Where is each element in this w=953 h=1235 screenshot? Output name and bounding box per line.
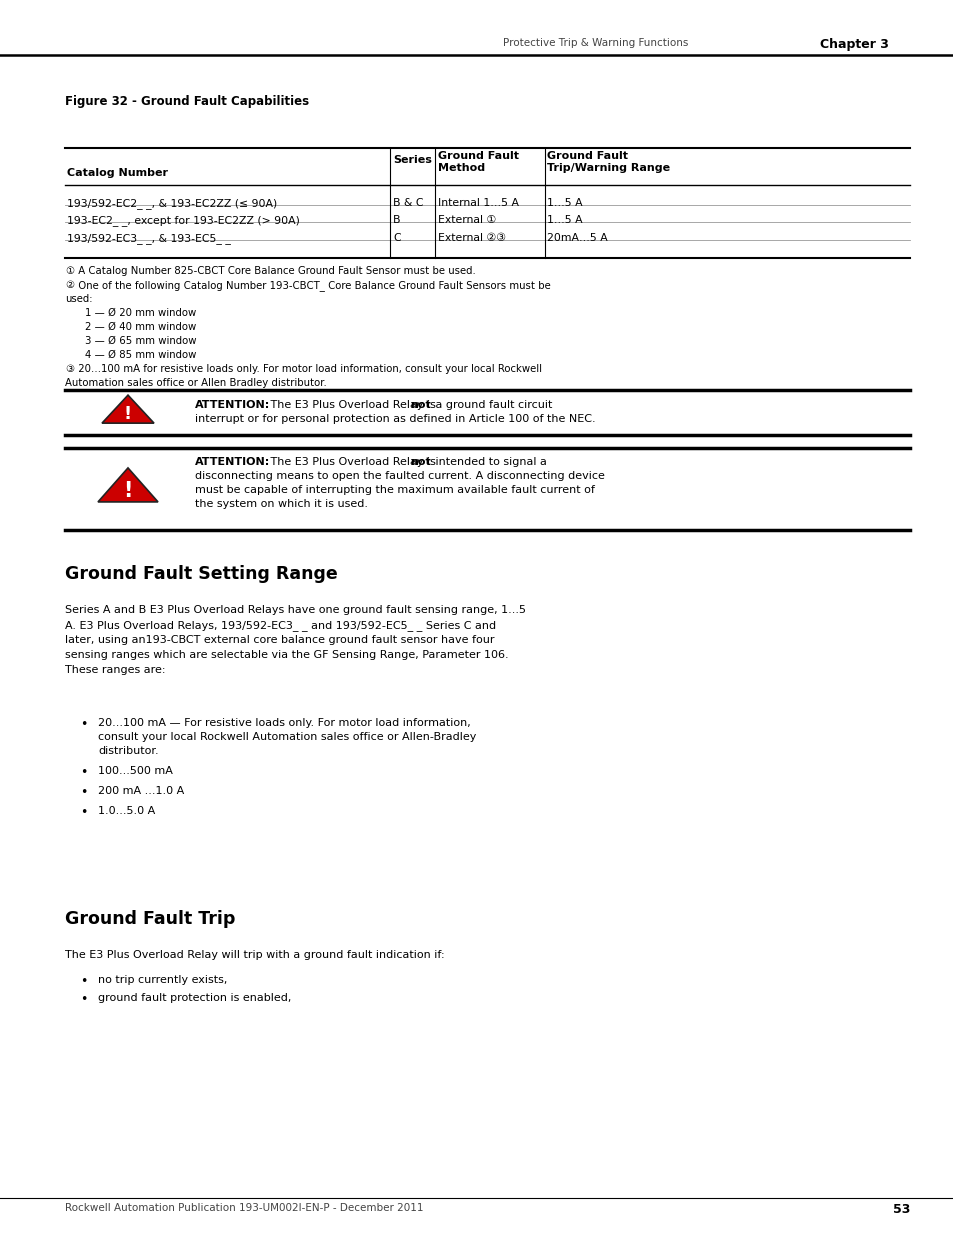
Text: not: not [410,400,431,410]
Text: 1.0...5.0 A: 1.0...5.0 A [98,806,155,816]
Text: Ground Fault Trip: Ground Fault Trip [65,910,235,927]
Text: 4 — Ø 85 mm window: 4 — Ø 85 mm window [85,350,196,359]
Text: consult your local Rockwell Automation sales office or Allen-Bradley: consult your local Rockwell Automation s… [98,732,476,742]
Text: •: • [80,993,88,1007]
Text: These ranges are:: These ranges are: [65,664,165,676]
Text: Rockwell Automation Publication 193-UM002I-EN-P - December 2011: Rockwell Automation Publication 193-UM00… [65,1203,423,1213]
Text: 1 — Ø 20 mm window: 1 — Ø 20 mm window [85,308,196,317]
Text: not: not [410,457,431,467]
Text: The E3 Plus Overload Relay is: The E3 Plus Overload Relay is [267,400,439,410]
Text: One of the following Catalog Number 193-CBCT_ Core Balance Ground Fault Sensors : One of the following Catalog Number 193-… [75,280,550,291]
Text: •: • [80,718,88,731]
Text: later, using an193-CBCT external core balance ground fault sensor have four: later, using an193-CBCT external core ba… [65,635,494,645]
Text: •: • [80,974,88,988]
Text: Catalog Number: Catalog Number [67,168,168,178]
Text: disconnecting means to open the faulted current. A disconnecting device: disconnecting means to open the faulted … [194,471,604,480]
Text: Protective Trip & Warning Functions: Protective Trip & Warning Functions [502,38,688,48]
Text: 193-EC2_ _, except for 193-EC2ZZ (> 90A): 193-EC2_ _, except for 193-EC2ZZ (> 90A) [67,215,299,226]
Text: •: • [80,806,88,819]
Text: ATTENTION:: ATTENTION: [194,400,270,410]
Text: ②: ② [65,280,74,290]
Text: must be capable of interrupting the maximum available fault current of: must be capable of interrupting the maxi… [194,485,595,495]
Text: ATTENTION:: ATTENTION: [194,457,270,467]
Text: 100...500 mA: 100...500 mA [98,766,172,776]
Text: 20…100 mA for resistive loads only. For motor load information, consult your loc: 20…100 mA for resistive loads only. For … [75,364,541,374]
Text: Internal 1…5 A: Internal 1…5 A [437,198,518,207]
Text: Series A and B E3 Plus Overload Relays have one ground fault sensing range, 1...: Series A and B E3 Plus Overload Relays h… [65,605,525,615]
Text: 20...100 mA — For resistive loads only. For motor load information,: 20...100 mA — For resistive loads only. … [98,718,470,727]
Text: 193/592-EC3_ _, & 193-EC5_ _: 193/592-EC3_ _, & 193-EC5_ _ [67,233,231,243]
Text: C: C [393,233,400,243]
Text: Figure 32 - Ground Fault Capabilities: Figure 32 - Ground Fault Capabilities [65,95,309,107]
Text: B & C: B & C [393,198,423,207]
Text: 1…5 A: 1…5 A [546,198,582,207]
Text: !: ! [123,480,132,500]
Text: 20mA…5 A: 20mA…5 A [546,233,607,243]
Text: Automation sales office or Allen Bradley distributor.: Automation sales office or Allen Bradley… [65,378,327,388]
Text: used:: used: [65,294,92,304]
Text: sensing ranges which are selectable via the GF Sensing Range, Parameter 106.: sensing ranges which are selectable via … [65,650,508,659]
Text: 1…5 A: 1…5 A [546,215,582,225]
Text: B: B [393,215,400,225]
Text: distributor.: distributor. [98,746,158,756]
Text: 200 mA ...1.0 A: 200 mA ...1.0 A [98,785,184,797]
Text: ground fault protection is enabled,: ground fault protection is enabled, [98,993,291,1003]
Text: Ground Fault
Method: Ground Fault Method [437,151,518,173]
Text: The E3 Plus Overload Relay is: The E3 Plus Overload Relay is [267,457,439,467]
Text: interrupt or for personal protection as defined in Article 100 of the NEC.: interrupt or for personal protection as … [194,414,595,424]
Polygon shape [98,468,158,501]
Text: A Catalog Number 825-CBCT Core Balance Ground Fault Sensor must be used.: A Catalog Number 825-CBCT Core Balance G… [75,266,476,275]
Text: 2 — Ø 40 mm window: 2 — Ø 40 mm window [85,322,196,332]
Text: Ground Fault Setting Range: Ground Fault Setting Range [65,564,337,583]
Text: ③: ③ [65,364,74,374]
Text: intended to signal a: intended to signal a [432,457,546,467]
Text: !: ! [124,405,132,422]
Text: Ground Fault
Trip/Warning Range: Ground Fault Trip/Warning Range [546,151,669,173]
Text: 3 — Ø 65 mm window: 3 — Ø 65 mm window [85,336,196,346]
Text: External ①: External ① [437,215,496,225]
Text: Chapter 3: Chapter 3 [820,38,888,51]
Text: External ②③: External ②③ [437,233,505,243]
Text: Series: Series [393,156,432,165]
Text: The E3 Plus Overload Relay will trip with a ground fault indication if:: The E3 Plus Overload Relay will trip wit… [65,950,444,960]
Text: •: • [80,766,88,779]
Text: 53: 53 [892,1203,909,1216]
Text: the system on which it is used.: the system on which it is used. [194,499,368,509]
Text: 193/592-EC2_ _, & 193-EC2ZZ (≤ 90A): 193/592-EC2_ _, & 193-EC2ZZ (≤ 90A) [67,198,277,209]
Text: •: • [80,785,88,799]
Text: no trip currently exists,: no trip currently exists, [98,974,227,986]
Text: A. E3 Plus Overload Relays, 193/592-EC3_ _ and 193/592-EC5_ _ Series C and: A. E3 Plus Overload Relays, 193/592-EC3_… [65,620,496,631]
Text: a ground fault circuit: a ground fault circuit [432,400,552,410]
Polygon shape [102,395,153,424]
Text: ①: ① [65,266,74,275]
